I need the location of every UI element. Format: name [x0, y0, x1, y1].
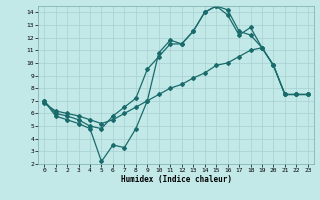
- X-axis label: Humidex (Indice chaleur): Humidex (Indice chaleur): [121, 175, 231, 184]
